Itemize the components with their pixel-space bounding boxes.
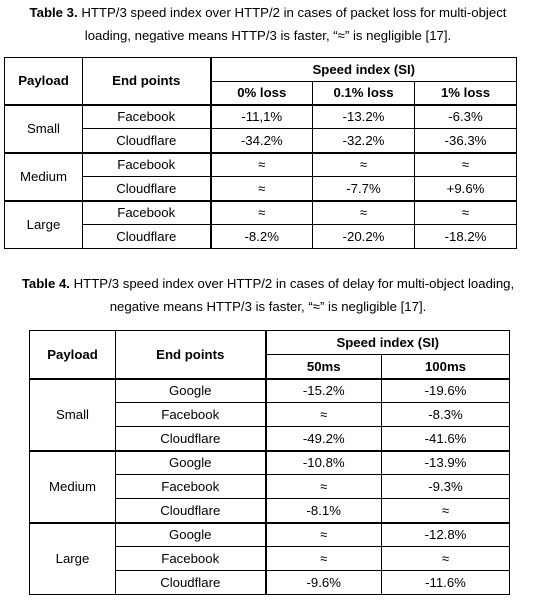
table-row: Cloudflare -34.2% -32.2% -36.3% — [4, 128, 518, 154]
table-row: Cloudflare -9.6% -11.6% — [30, 570, 510, 595]
table3-caption: Table 3. HTTP/3 speed index over HTTP/2 … — [4, 1, 532, 47]
value-cell: ≈ — [210, 200, 313, 225]
value-cell: -20.2% — [312, 224, 415, 249]
value-cell: ≈ — [381, 498, 510, 524]
value-cell: ≈ — [210, 152, 313, 177]
table3-caption-line2: loading, negative means HTTP/3 is faster… — [84, 28, 452, 43]
value-cell: ≈ — [312, 152, 415, 177]
table-row: Facebook ≈ -8.3% — [30, 402, 510, 427]
endpoint-cell: Cloudflare — [115, 498, 267, 524]
table-row: Large Facebook ≈ ≈ ≈ — [4, 200, 518, 249]
table3-header-group: Speed index (SI) — [209, 57, 518, 82]
payload-cell: Medium — [4, 152, 83, 202]
value-cell: -8.2% — [210, 224, 313, 249]
value-cell: ≈ — [312, 200, 415, 225]
endpoint-cell: Cloudflare — [115, 570, 267, 595]
payload-cell: Medium — [29, 450, 116, 524]
endpoint-cell: Google — [115, 450, 267, 475]
table4-header-endpoints: End points — [115, 330, 267, 380]
value-cell: -8.3% — [381, 402, 510, 427]
value-cell: -12.8% — [381, 522, 510, 547]
value-cell: -11,1% — [210, 104, 313, 129]
value-cell: ≈ — [413, 152, 518, 177]
endpoint-cell: Facebook — [115, 546, 267, 571]
table-row: Cloudflare -49.2% -41.6% — [30, 426, 510, 452]
endpoint-cell: Facebook — [115, 402, 267, 427]
value-cell: -36.3% — [413, 128, 518, 154]
value-cell: ≈ — [265, 522, 382, 547]
value-cell: -8.1% — [265, 498, 382, 524]
table-row: Large Google ≈ -12.8% — [29, 522, 510, 595]
value-cell: -34.2% — [210, 128, 313, 154]
payload-cell: Small — [4, 104, 83, 153]
endpoint-cell: Facebook — [82, 104, 212, 129]
value-cell: ≈ — [265, 474, 382, 499]
endpoint-cell: Google — [115, 378, 267, 403]
table-row: Medium Google -10.8% -13.9% — [29, 450, 510, 524]
value-cell: -49.2% — [265, 426, 382, 452]
table3-caption-line1: Table 3. HTTP/3 speed index over HTTP/2 … — [4, 1, 532, 24]
value-cell: -19.6% — [381, 378, 510, 403]
table4-header-group: Speed index (SI) — [265, 330, 510, 355]
table-row: Cloudflare -8.1% ≈ — [30, 498, 510, 524]
table4-caption-line2: negative means HTTP/3 is faster, “≈” is … — [109, 299, 427, 314]
value-cell: -18.2% — [413, 224, 518, 249]
endpoint-cell: Cloudflare — [82, 128, 212, 154]
value-cell: -13.9% — [381, 450, 510, 475]
table4-header-col: 100ms — [381, 354, 510, 380]
table3-header-col: 1% loss — [413, 81, 518, 106]
table4-header-payload: Payload — [29, 330, 116, 380]
value-cell: -41.6% — [381, 426, 510, 452]
value-cell: -13.2% — [312, 104, 415, 129]
value-cell: ≈ — [210, 176, 313, 202]
endpoint-cell: Cloudflare — [115, 426, 267, 452]
endpoint-cell: Facebook — [82, 200, 212, 225]
value-cell: +9.6% — [413, 176, 518, 202]
value-cell: ≈ — [381, 546, 510, 571]
table3-caption-text1: HTTP/3 speed index over HTTP/2 in cases … — [81, 5, 507, 20]
endpoint-cell: Facebook — [115, 474, 267, 499]
value-cell: ≈ — [265, 546, 382, 571]
endpoint-cell: Facebook — [82, 152, 212, 177]
table4: Payload End points Speed index (SI) 50ms… — [29, 330, 510, 595]
value-cell: -15.2% — [265, 378, 382, 403]
table3-label: Table 3. — [29, 5, 78, 20]
value-cell: -6.3% — [413, 104, 518, 129]
table3: Payload End points Speed index (SI) 0% l… — [4, 57, 518, 249]
value-cell: -32.2% — [312, 128, 415, 154]
table-row: Facebook ≈ ≈ — [30, 546, 510, 571]
table4-header-col: 50ms — [265, 354, 382, 380]
value-cell: -9.3% — [381, 474, 510, 499]
table3-header-payload: Payload — [4, 57, 83, 106]
table-row: Small Google -15.2% -19.6% — [29, 378, 510, 452]
table3-header-col: 0% loss — [210, 81, 313, 106]
value-cell: ≈ — [413, 200, 518, 225]
value-cell: ≈ — [265, 402, 382, 427]
endpoint-cell: Cloudflare — [82, 224, 212, 249]
payload-cell: Small — [29, 378, 116, 452]
table-row: Medium Facebook ≈ ≈ ≈ — [4, 152, 518, 202]
table4-caption-text1: HTTP/3 speed index over HTTP/2 in cases … — [73, 276, 515, 291]
table-row: Cloudflare -8.2% -20.2% -18.2% — [5, 224, 518, 249]
table3-header-col: 0.1% loss — [312, 81, 415, 106]
table4-label: Table 4. — [21, 276, 70, 291]
table4-caption-line1: Table 4. HTTP/3 speed index over HTTP/2 … — [4, 272, 532, 295]
table4-caption: Table 4. HTTP/3 speed index over HTTP/2 … — [4, 272, 532, 318]
table-row: Small Facebook -11,1% -13.2% -6.3% — [4, 104, 518, 153]
value-cell: -9.6% — [265, 570, 382, 595]
payload-cell: Large — [29, 522, 116, 595]
value-cell: -11.6% — [381, 570, 510, 595]
table3-header-endpoints: End points — [82, 57, 212, 106]
value-cell: -10.8% — [265, 450, 382, 475]
payload-cell: Large — [4, 200, 83, 249]
table-row: Facebook ≈ -9.3% — [30, 474, 510, 499]
table-row: Cloudflare ≈ -7.7% +9.6% — [5, 176, 518, 202]
endpoint-cell: Cloudflare — [82, 176, 212, 202]
value-cell: -7.7% — [312, 176, 415, 202]
endpoint-cell: Google — [115, 522, 267, 547]
